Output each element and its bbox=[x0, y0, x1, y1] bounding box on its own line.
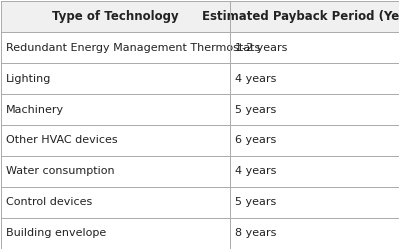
Bar bbox=[1, 94, 230, 125]
Text: 6 years: 6 years bbox=[234, 136, 276, 145]
Bar bbox=[1, 187, 230, 218]
Bar bbox=[230, 156, 399, 187]
Text: Redundant Energy Management Thermostats: Redundant Energy Management Thermostats bbox=[6, 43, 260, 53]
Bar bbox=[230, 187, 399, 218]
Text: Other HVAC devices: Other HVAC devices bbox=[6, 136, 118, 145]
Bar bbox=[230, 32, 399, 63]
Text: 4 years: 4 years bbox=[234, 74, 276, 84]
Text: Estimated Payback Period (Years): Estimated Payback Period (Years) bbox=[202, 10, 400, 23]
Text: Building envelope: Building envelope bbox=[6, 228, 106, 238]
Text: 8 years: 8 years bbox=[234, 228, 276, 238]
Bar bbox=[230, 94, 399, 125]
Text: 5 years: 5 years bbox=[234, 197, 276, 207]
Text: Control devices: Control devices bbox=[6, 197, 92, 207]
Bar bbox=[1, 2, 230, 32]
Bar bbox=[1, 32, 230, 63]
Bar bbox=[230, 125, 399, 156]
Bar bbox=[230, 2, 399, 32]
Text: 4 years: 4 years bbox=[234, 166, 276, 176]
Text: Lighting: Lighting bbox=[6, 74, 52, 84]
Text: 5 years: 5 years bbox=[234, 104, 276, 115]
Bar bbox=[230, 63, 399, 94]
Bar bbox=[1, 63, 230, 94]
Bar bbox=[1, 125, 230, 156]
Bar bbox=[1, 218, 230, 248]
Text: Type of Technology: Type of Technology bbox=[52, 10, 179, 23]
Text: 1-2 years: 1-2 years bbox=[234, 43, 287, 53]
Bar bbox=[1, 156, 230, 187]
Text: Machinery: Machinery bbox=[6, 104, 64, 115]
Text: Water consumption: Water consumption bbox=[6, 166, 115, 176]
Bar bbox=[230, 218, 399, 248]
